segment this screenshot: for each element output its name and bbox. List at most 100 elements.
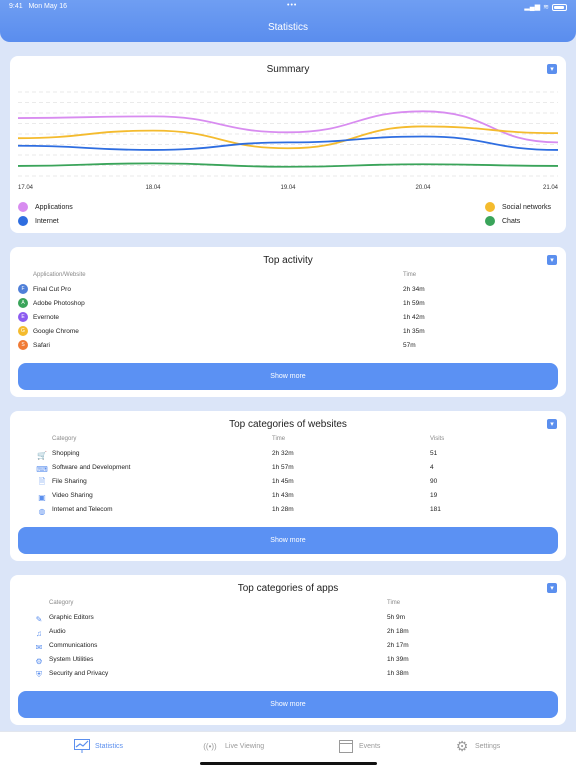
app-letter-badge: G bbox=[18, 326, 28, 336]
tab-label: Statistics bbox=[95, 742, 124, 750]
speaker-icon: ♫ bbox=[36, 628, 42, 638]
tab-label: Settings bbox=[475, 742, 501, 750]
app-time: 1h 59m bbox=[403, 300, 425, 307]
category-time: 1h 45m bbox=[272, 478, 294, 485]
legend-applications: Applications bbox=[18, 202, 73, 212]
tab-statistics[interactable]: Statistics bbox=[74, 738, 123, 754]
tab-live-viewing[interactable]: ((•)) Live Viewing bbox=[200, 738, 264, 754]
chart-icon bbox=[74, 738, 90, 754]
list-item[interactable]: S Safari 57m bbox=[10, 340, 566, 352]
show-more-websites-button[interactable]: Show more bbox=[18, 527, 558, 554]
page-title: Statistics bbox=[267, 22, 308, 33]
file-icon: 🗎 bbox=[38, 477, 46, 486]
top-activity-card: Top activity ▾ Application/Website Time … bbox=[10, 247, 566, 397]
table-row[interactable]: ⛨ Security and Privacy 1h 38m bbox=[10, 668, 566, 680]
tab-label: Events bbox=[359, 742, 381, 750]
legend-dot bbox=[485, 216, 495, 226]
category-name: File Sharing bbox=[52, 478, 87, 485]
show-more-activity-button[interactable]: Show more bbox=[18, 363, 558, 390]
signal-icon: ▂▄▆ bbox=[524, 4, 541, 11]
category-name: Graphic Editors bbox=[49, 614, 94, 621]
legend-dot bbox=[18, 202, 28, 212]
series-line-internet bbox=[17, 135, 559, 151]
app-name: Evernote bbox=[33, 314, 60, 321]
column-header-app: Application/Website bbox=[33, 272, 86, 278]
status-clock: 9:41 bbox=[9, 3, 23, 10]
legend-chats: Chats bbox=[485, 216, 520, 226]
x-tick-label: 18.04 bbox=[145, 185, 161, 191]
app-time: 2h 34m bbox=[403, 286, 425, 293]
chevron-down-icon[interactable]: ▾ bbox=[547, 255, 557, 265]
series-line-applications bbox=[17, 110, 559, 144]
series-line-social-networks bbox=[17, 125, 559, 150]
category-time: 2h 17m bbox=[387, 642, 409, 649]
category-name: System Utilities bbox=[49, 656, 94, 663]
gear-icon: ⚙ bbox=[455, 737, 469, 754]
category-time: 1h 28m bbox=[272, 506, 294, 513]
status-bar: 9:41 Mon May 16 ••• ▂▄▆ ≋ bbox=[9, 2, 567, 13]
tab-bar: Statistics ((•)) Live Viewing Events ⚙ S… bbox=[0, 731, 576, 768]
top-activity-title: Top activity bbox=[263, 255, 313, 266]
app-letter-badge: E bbox=[18, 312, 28, 322]
column-header-time: Time bbox=[387, 600, 401, 606]
chevron-down-icon[interactable]: ▾ bbox=[547, 419, 557, 429]
header-bar: 9:41 Mon May 16 ••• ▂▄▆ ≋ Statistics bbox=[0, 0, 576, 42]
show-more-apps-button[interactable]: Show more bbox=[18, 691, 558, 718]
list-item[interactable]: F Final Cut Pro 2h 34m bbox=[10, 284, 566, 296]
top-apps-card: Top categories of apps ▾ Category Time ✎… bbox=[10, 575, 566, 725]
list-item[interactable]: E Evernote 1h 42m bbox=[10, 312, 566, 324]
tab-label: Live Viewing bbox=[225, 742, 265, 750]
summary-title: Summary bbox=[266, 64, 310, 75]
column-header-visits: Visits bbox=[430, 436, 445, 442]
category-visits: 90 bbox=[430, 478, 438, 485]
category-name: Software and Development bbox=[52, 464, 131, 471]
category-time: 1h 57m bbox=[272, 464, 294, 471]
table-row[interactable]: ✉ Communications 2h 17m bbox=[10, 640, 566, 652]
category-visits: 51 bbox=[430, 450, 438, 457]
table-row[interactable]: ◍ Internet and Telecom 1h 28m 181 bbox=[10, 504, 566, 516]
legend-dot bbox=[485, 202, 495, 212]
app-name: Google Chrome bbox=[33, 328, 79, 335]
table-row[interactable]: 🛒 Shopping 2h 32m 51 bbox=[10, 448, 566, 460]
multitask-dots-icon[interactable]: ••• bbox=[287, 2, 298, 9]
summary-card: Summary ▾ 17.04 18.04 19.04 20.04 21.04 Appl… bbox=[10, 56, 566, 233]
table-row[interactable]: 🗎 File Sharing 1h 45m 90 bbox=[10, 476, 566, 488]
status-date: Mon May 16 bbox=[28, 3, 67, 10]
app-letter-badge: F bbox=[18, 284, 28, 294]
table-row[interactable]: ✎ Graphic Editors 5h 9m bbox=[10, 612, 566, 624]
category-name: Internet and Telecom bbox=[52, 506, 113, 513]
tab-events[interactable]: Events bbox=[338, 738, 380, 754]
category-name: Communications bbox=[49, 642, 98, 649]
broadcast-icon: ((•)) bbox=[203, 741, 217, 751]
chevron-down-icon[interactable]: ▾ bbox=[547, 583, 557, 593]
category-name: Shopping bbox=[52, 450, 80, 457]
column-header-category: Category bbox=[52, 436, 77, 442]
app-time: 1h 42m bbox=[403, 314, 425, 321]
category-name: Security and Privacy bbox=[49, 670, 109, 677]
table-row[interactable]: ⚙ System Utilities 1h 39m bbox=[10, 654, 566, 666]
summary-line-chart: 17.04 18.04 19.04 20.04 21.04 bbox=[17, 91, 559, 191]
calendar-icon bbox=[338, 738, 354, 754]
legend-label: Social networks bbox=[502, 203, 552, 211]
chevron-down-icon[interactable]: ▾ bbox=[547, 64, 557, 74]
globe-icon: ◍ bbox=[38, 506, 46, 516]
table-row[interactable]: ▣ Video Sharing 1h 43m 19 bbox=[10, 490, 566, 502]
series-line-chats bbox=[17, 162, 559, 168]
category-visits: 19 bbox=[430, 492, 438, 499]
app-letter-badge: A bbox=[18, 298, 28, 308]
x-tick-label: 17.04 bbox=[18, 185, 34, 191]
gear-icon: ⚙ bbox=[35, 656, 43, 666]
top-websites-title: Top categories of websites bbox=[229, 419, 347, 430]
tab-settings[interactable]: ⚙ Settings bbox=[454, 737, 501, 754]
table-row[interactable]: ⌨ Software and Development 1h 57m 4 bbox=[10, 462, 566, 474]
category-visits: 4 bbox=[430, 464, 434, 471]
legend-social-networks: Social networks bbox=[485, 202, 551, 212]
table-row[interactable]: ♫ Audio 2h 18m bbox=[10, 626, 566, 638]
home-indicator bbox=[200, 762, 377, 765]
legend-label: Chats bbox=[502, 217, 521, 225]
list-item[interactable]: G Google Chrome 1h 35m bbox=[10, 326, 566, 338]
status-indicators: ▂▄▆ ≋ bbox=[524, 3, 567, 11]
column-header-time: Time bbox=[272, 436, 286, 442]
battery-icon bbox=[552, 3, 567, 11]
list-item[interactable]: A Adobe Photoshop 1h 59m bbox=[10, 298, 566, 310]
